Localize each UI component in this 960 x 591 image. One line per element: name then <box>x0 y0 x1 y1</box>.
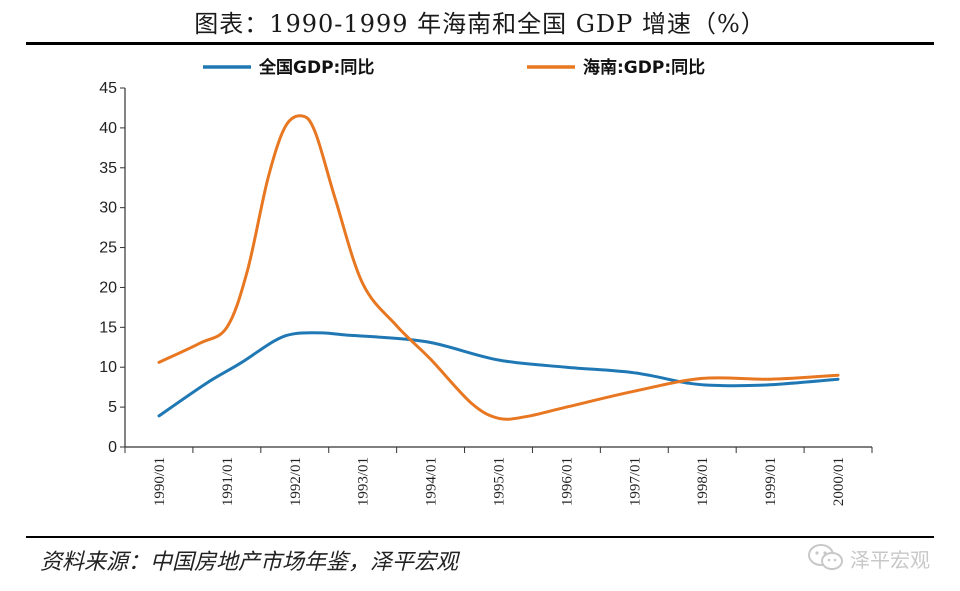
y-tick-label: 40 <box>99 120 117 137</box>
chart-series <box>157 114 840 421</box>
watermark: 泽平宏观 <box>806 538 930 578</box>
y-tick-label: 30 <box>99 200 117 217</box>
x-tick-label: 1995/01 <box>492 457 508 506</box>
x-tick-label: 1994/01 <box>424 457 440 506</box>
legend-label: 海南:GDP:同比 <box>583 57 705 78</box>
wechat-icon <box>808 544 843 570</box>
y-tick-label: 0 <box>108 439 117 456</box>
x-tick-label: 1998/01 <box>695 457 711 506</box>
chart-axes: 0 5 10 15 20 25 30 35 40 45 1990/01 1991/01 1992/01 1… <box>99 80 873 506</box>
chart-legend: 全国GDP:同比 海南:GDP:同比 <box>203 57 705 78</box>
x-tick-label: 1996/01 <box>559 457 575 506</box>
x-tick-label: 1990/01 <box>152 457 168 506</box>
page-title: 图表：1990-1999 年海南和全国 GDP 增速（%） <box>194 10 766 38</box>
watermark-text: 泽平宏观 <box>850 547 930 572</box>
line-chart: 全国GDP:同比 海南:GDP:同比 0 5 10 15 20 25 30 35 40 45 1990… <box>99 57 873 506</box>
x-tick-label: 1991/01 <box>220 457 236 506</box>
y-tick-label: 5 <box>108 399 117 416</box>
y-tick-label: 35 <box>99 160 117 177</box>
y-tick-label: 15 <box>99 319 117 336</box>
x-tick-label: 1993/01 <box>356 457 372 506</box>
x-tick-label: 2000/01 <box>831 457 847 506</box>
x-tick-label: 1997/01 <box>627 457 643 506</box>
series-line-hainan-gdp <box>157 114 840 421</box>
title-divider <box>26 42 934 45</box>
series-line-national-gdp <box>157 331 840 418</box>
legend-label: 全国GDP:同比 <box>258 57 374 78</box>
source-divider <box>26 536 934 538</box>
y-tick-label: 20 <box>99 279 117 296</box>
y-tick-label: 25 <box>99 240 117 257</box>
y-tick-label: 10 <box>99 359 117 376</box>
y-tick-label: 45 <box>99 80 117 97</box>
x-tick-label: 1992/01 <box>288 457 304 506</box>
source-note: 资料来源：中国房地产市场年鉴，泽平宏观 <box>40 550 459 575</box>
x-tick-label: 1999/01 <box>763 457 779 506</box>
